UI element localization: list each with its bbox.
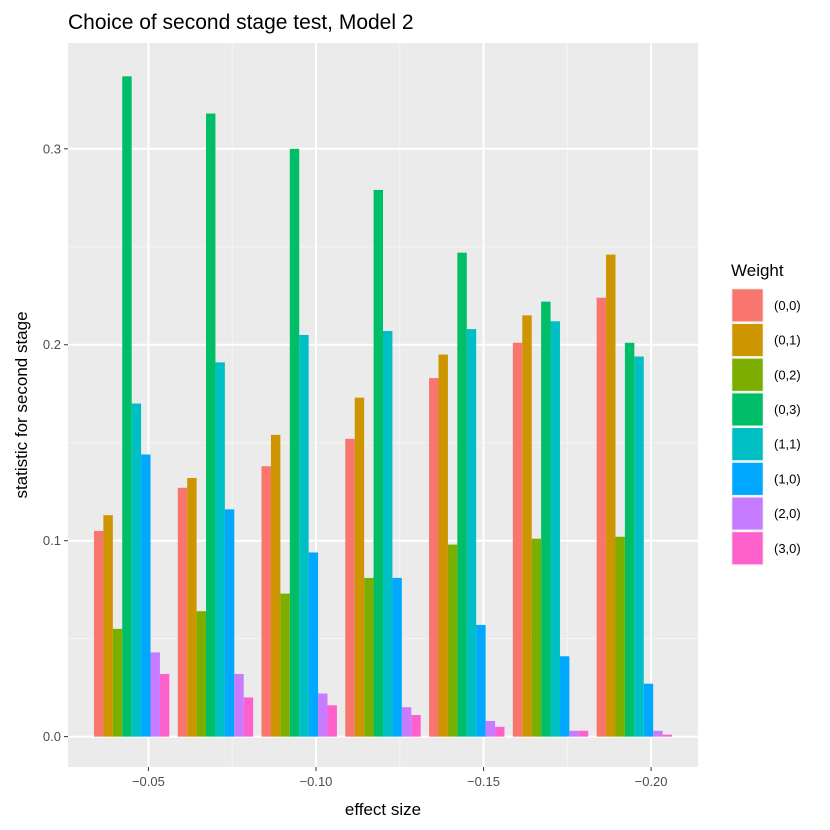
bar-3-0-group-5: [495, 726, 505, 737]
y-tick-label: 0.1: [43, 533, 61, 548]
legend-title: Weight: [731, 261, 784, 280]
legend-label: (0,0): [774, 298, 801, 313]
legend-swatch: [731, 427, 764, 461]
bar-0-2-group-1: [112, 628, 123, 737]
bar-1-1-group-4: [383, 331, 393, 737]
bar-1-0-group-1: [141, 454, 151, 737]
legend-label: (0,1): [774, 333, 801, 348]
bar-0-3-group-4: [373, 189, 383, 737]
legend-label: (2,0): [774, 506, 801, 521]
bar-2-0-group-6: [569, 730, 579, 737]
bar-1-1-group-5: [466, 329, 477, 737]
legend-label: (0,2): [774, 367, 801, 382]
bar-1-0-group-5: [476, 624, 486, 737]
bar-0-3-group-7: [624, 342, 635, 737]
legend-swatch: [731, 531, 764, 565]
bar-0-1-group-1: [103, 515, 113, 737]
bar-3-0-group-4: [411, 715, 421, 737]
bar-0-3-group-2: [206, 113, 216, 737]
bar-0-2-group-2: [196, 611, 207, 737]
bar-1-1-group-7: [634, 356, 644, 737]
bar-3-0-group-2: [243, 697, 254, 737]
x-axis: −0.05 −0.10 −0.15 −0.20: [132, 767, 668, 789]
bar-3-0-group-7: [662, 734, 673, 737]
x-tick-label: −0.20: [635, 774, 668, 789]
bar-1-0-group-7: [643, 683, 654, 737]
y-tick-label: 0.3: [43, 141, 61, 156]
bar-1-0-group-6: [559, 656, 570, 737]
bars: [93, 76, 673, 737]
bar-0-2-group-3: [280, 593, 290, 737]
bar-0-1-group-4: [354, 397, 365, 737]
bar-2-0-group-3: [318, 693, 328, 737]
bar-1-0-group-4: [392, 577, 402, 737]
bar-1-1-group-3: [299, 334, 309, 737]
bar-0-1-group-5: [438, 354, 448, 737]
bar-0-2-group-5: [447, 544, 458, 737]
bar-3-0-group-6: [578, 730, 589, 737]
bar-0-3-group-5: [457, 252, 467, 737]
legend-swatch: [731, 392, 764, 427]
bar-2-0-group-5: [485, 720, 496, 737]
bar-0-0-group-5: [429, 378, 439, 737]
bar-0-0-group-6: [512, 342, 523, 737]
bar-0-0-group-3: [261, 466, 271, 737]
bar-3-0-group-1: [159, 673, 170, 737]
legend-swatch: [731, 496, 764, 531]
bar-3-0-group-3: [327, 705, 337, 737]
bar-2-0-group-2: [234, 673, 244, 737]
legend-swatch: [731, 358, 764, 392]
bar-0-1-group-2: [187, 477, 197, 737]
bar-0-0-group-7: [596, 297, 607, 737]
bar-0-2-group-6: [531, 538, 542, 737]
bar-1-1-group-6: [550, 321, 560, 737]
bar-1-0-group-3: [308, 552, 319, 737]
bar-0-2-group-7: [615, 536, 625, 737]
bar-0-1-group-6: [522, 315, 532, 737]
y-axis: 0.0 0.1 0.2 0.3: [43, 141, 68, 744]
bar-2-0-group-7: [653, 730, 663, 737]
chart-title: Choice of second stage test, Model 2: [68, 11, 414, 34]
legend-swatch: [731, 288, 764, 322]
bar-0-0-group-1: [93, 530, 104, 737]
x-tick-label: −0.05: [132, 774, 165, 789]
legend-label: (0,3): [774, 402, 801, 417]
legend-label: (1,1): [774, 437, 801, 452]
legend: Weight (0,0) (0,1) (0,2) (0,3) (1,1) (1,0) (2,…: [731, 261, 801, 566]
bar-0-0-group-2: [177, 487, 188, 737]
x-axis-title: effect size: [345, 800, 421, 819]
y-tick-label: 0.2: [43, 337, 61, 352]
legend-label: (3,0): [774, 541, 801, 556]
y-tick-label: 0.0: [43, 729, 61, 744]
bar-2-0-group-4: [401, 707, 412, 737]
legend-swatch: [731, 323, 764, 357]
bar-1-1-group-1: [131, 403, 142, 737]
bar-0-3-group-3: [289, 148, 300, 737]
y-axis-title: statistic for second stage: [12, 311, 31, 498]
bar-0-2-group-4: [364, 577, 374, 737]
bar-1-1-group-2: [215, 362, 225, 737]
bar-0-3-group-1: [122, 76, 132, 737]
bar-0-1-group-7: [606, 254, 616, 737]
legend-swatch: [731, 462, 764, 496]
bar-0-1-group-3: [270, 434, 281, 737]
legend-label: (1,0): [774, 471, 801, 486]
x-tick-label: −0.15: [467, 774, 500, 789]
bar-0-3-group-6: [541, 301, 551, 737]
bar-1-0-group-2: [224, 509, 235, 737]
bar-0-0-group-4: [345, 438, 355, 737]
bar-2-0-group-1: [150, 652, 160, 737]
x-tick-label: −0.10: [300, 774, 333, 789]
